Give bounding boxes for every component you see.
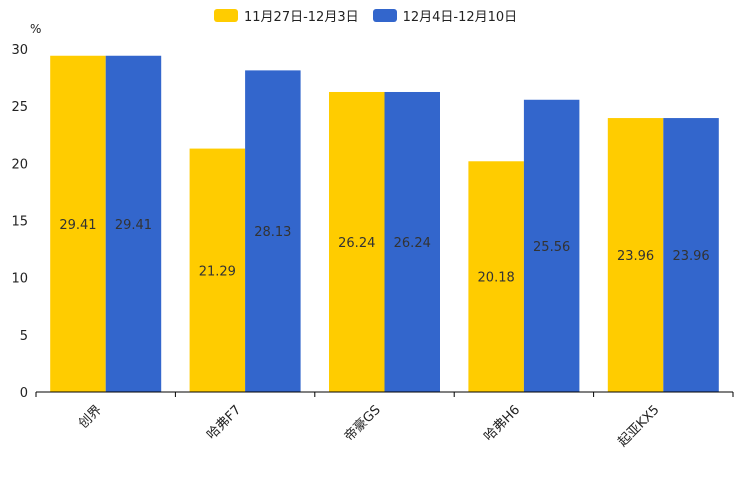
y-axis-unit: % [30,22,42,36]
y-tick-label-0: 0 [20,386,28,401]
bar-series-2-1[interactable] [245,70,301,392]
y-tick-label-5: 25 [11,100,28,115]
legend-label-series-1: 11月27日-12月3日 [244,10,359,25]
bar-series-2-4[interactable] [663,118,719,392]
x-tick-label-2: 帝豪GS [341,402,384,445]
bar-series-2-0[interactable] [105,55,162,392]
data-label-series-1-0: 29.41 [59,218,96,233]
legend-label-series-2: 12月4日-12月10日 [402,10,518,25]
bar-series-2-2[interactable] [384,91,441,393]
bar-series-1-2[interactable] [329,91,385,393]
data-label-series-1-3: 20.18 [478,271,515,286]
x-tick-label-1: 哈弗F7 [204,403,244,443]
legend-item-series-1[interactable]: 11月27日-12月3日 [214,6,359,25]
legend-item-series-2[interactable]: 12月4日-12月10日 [372,6,518,25]
bar-series-2-3[interactable] [523,99,580,392]
y-tick-label-6: 30 [11,43,28,58]
legend-swatch-series-2 [372,9,397,22]
y-tick-label-4: 20 [11,157,28,172]
data-label-series-1-1: 21.29 [199,264,236,279]
bar-series-1-1[interactable] [189,148,246,392]
data-label-series-2-1: 28.13 [254,225,291,240]
data-label-series-2-2: 26.24 [394,236,431,251]
bar-series-1-0[interactable] [50,55,106,392]
legend-swatch-series-1 [214,9,238,22]
data-label-series-1-4: 23.96 [617,249,654,264]
data-label-series-2-4: 23.96 [672,249,709,264]
y-tick-label-1: 5 [20,329,28,344]
x-tick-label-0: 创界 [76,403,105,432]
y-tick-label-2: 10 [11,272,28,287]
y-tick-label-3: 15 [11,215,28,230]
bar-series-1-3[interactable] [468,161,524,392]
data-label-series-2-3: 25.56 [533,240,570,255]
bar-series-1-4[interactable] [607,118,664,392]
chart-legend: 11月27日-12月3日 12月4日-12月10日 [214,6,517,25]
data-label-series-1-2: 26.24 [338,236,375,251]
data-label-series-2-0: 29.41 [115,218,152,233]
x-tick-label-3: 哈弗H6 [481,403,523,445]
x-tick-label-4: 起亚KX5 [615,403,662,450]
